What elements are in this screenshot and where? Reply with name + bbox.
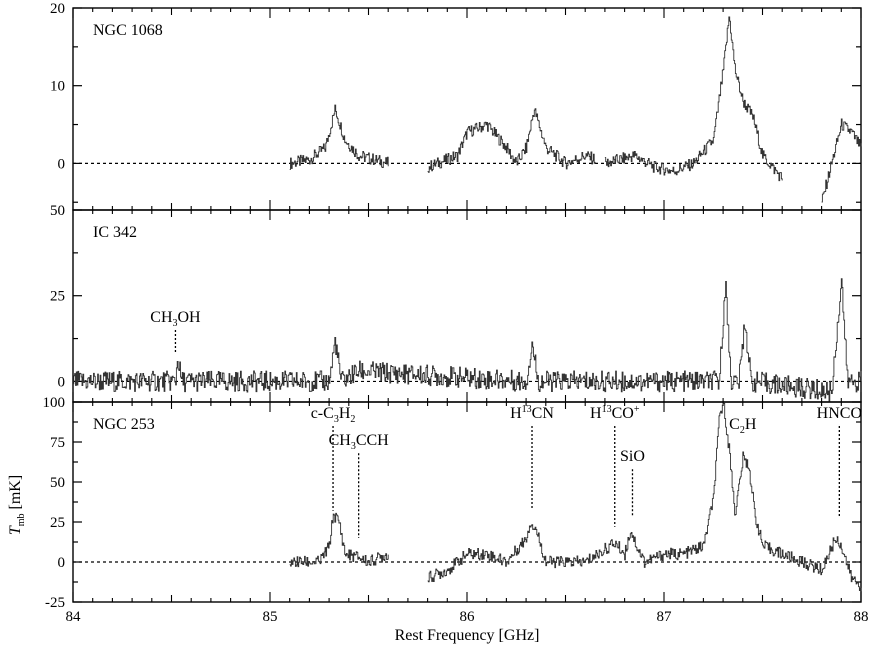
- line-label: H13CO+: [590, 404, 640, 422]
- y-tick-label: 25: [50, 289, 65, 305]
- y-tick-label: 0: [58, 555, 66, 571]
- line-label: H13CN: [510, 404, 554, 422]
- x-axis-title: Rest Frequency [GHz]: [395, 627, 540, 644]
- spectrum-segment: [427, 402, 862, 592]
- line-label: c-C3H2: [311, 405, 356, 425]
- line-label: SiO: [620, 448, 645, 465]
- panel-name: IC 342: [93, 224, 137, 241]
- x-tick-label: 86: [460, 609, 476, 625]
- spectrum-segment: [427, 108, 596, 173]
- y-tick-label: 0: [58, 374, 66, 390]
- y-tick-label: -25: [45, 595, 65, 611]
- line-label: HNCO: [817, 405, 862, 422]
- panel-name: NGC 253: [93, 416, 155, 433]
- line-label: CH3CCH: [329, 432, 390, 452]
- x-tick-label: 87: [657, 609, 673, 625]
- line-label: CH3OH: [150, 309, 201, 329]
- y-tick-label: 100: [43, 395, 66, 411]
- y-tick-label: 50: [50, 475, 65, 491]
- y-tick-label: 20: [50, 1, 65, 17]
- y-tick-label: 10: [50, 79, 65, 95]
- x-tick-label: 88: [854, 609, 869, 625]
- y-tick-label: 0: [58, 156, 66, 172]
- spectrum-segment: [604, 16, 783, 182]
- line-label: C2H: [729, 416, 757, 436]
- x-tick-label: 85: [263, 609, 278, 625]
- y-tick-label: 25: [50, 515, 65, 531]
- y-axis-title: Tmb [mK]: [7, 475, 27, 535]
- x-tick-label: 84: [66, 609, 82, 625]
- spectrum-segment: [289, 512, 389, 568]
- spectrum-segment: [289, 104, 389, 170]
- y-tick-label: 75: [50, 435, 65, 451]
- panel-name: NGC 1068: [93, 22, 163, 39]
- spectrum-segment: [821, 118, 862, 203]
- panel-frame: [72, 7, 862, 211]
- spectrum-segment: [73, 278, 862, 402]
- y-tick-label: 50: [50, 203, 65, 219]
